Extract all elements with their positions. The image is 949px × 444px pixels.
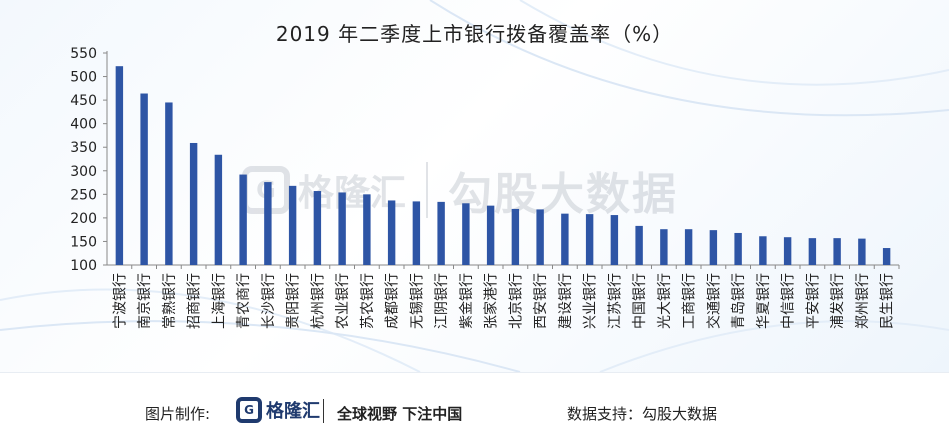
x-tick-label: 成都银行 [385,273,401,329]
x-tick-label: 中国银行 [632,273,648,329]
watermark: G 格隆汇 勾股大数据 [242,158,678,222]
bar [635,225,643,265]
x-tick-label: 常熟银行 [162,273,178,329]
x-tick-label: 长沙银行 [261,273,277,329]
footer-slogan: 全球视野 下注中国 [337,405,463,423]
bar [536,209,544,265]
bar [783,237,792,265]
x-tick-label: 苏农银行 [360,273,376,329]
x-tick-label: 贵阳银行 [286,273,302,329]
footer-source: 数据支持：勾股大数据 [567,405,718,423]
x-tick-label: 工商银行 [682,273,698,329]
bar [660,229,668,265]
bar-chart: 100 150 200 250 300 350 400 450 500 550 宁波银行 南京银行 常熟… [70,46,900,329]
chart-area: G 格隆汇 勾股大数据 2019 年二季度上市银行拨备覆盖率（%） 100 150… [0,0,949,372]
x-tick-label: 平安银行 [805,273,821,329]
x-tick-label: 西安银行 [533,273,549,329]
bar [387,200,396,265]
y-tick-label: 200 [70,211,97,227]
x-tick-label: 建设银行 [558,273,574,329]
bar [882,248,891,265]
bar [214,154,223,265]
bar [759,236,767,265]
bar [363,194,371,265]
x-tick-label: 紫金银行 [459,273,475,329]
x-tick-label: 宁波银行 [111,273,128,329]
x-tick-label: 兴业银行 [583,273,599,329]
bar [684,229,693,265]
footer-brand: 格隆汇 [266,401,320,422]
bar [115,66,124,266]
x-tick-label: 江阴银行 [434,273,450,329]
x-tick-label: 农业银行 [335,273,351,329]
bar [189,142,198,265]
bar [140,93,148,265]
footer-logo-icon: G [236,397,262,423]
background-decoration [0,0,949,372]
bar [833,238,841,265]
watermark-divider [426,162,429,218]
x-tick-label: 郑州银行 [855,273,871,329]
x-tick-label: 华夏银行 [756,273,772,329]
x-tick-label: 南京银行 [137,273,153,329]
bar [239,174,247,265]
footer-divider [323,399,324,423]
x-tick-label: 上海银行 [211,273,227,329]
bar [808,238,817,265]
footer: 图片制作: G 格隆汇 全球视野 下注中国 数据支持：勾股大数据 [0,372,949,444]
y-tick-label: 500 [70,70,97,86]
bar [437,201,445,265]
y-tick-label: 350 [70,140,97,156]
footer-logo: G 格隆汇 [236,397,320,423]
x-tick-label: 青农商行 [236,273,252,329]
y-tick-label: 250 [70,187,97,203]
chart-title: 2019 年二季度上市银行拨备覆盖率（%） [275,22,674,46]
bar [709,230,718,265]
bar [486,205,495,265]
x-tick-label: 民生银行 [880,273,896,329]
bar [165,102,173,265]
x-tick-label: 青岛银行 [731,273,747,329]
y-tick-label: 150 [70,234,97,250]
bar [561,213,569,265]
y-tick-label: 100 [70,258,97,274]
y-tick-label: 450 [70,93,97,109]
bar [313,191,322,265]
x-tick-label: 无锡银行 [409,273,425,329]
x-tick-label: 交通银行 [705,273,722,329]
bar [511,208,520,265]
bar [585,214,594,265]
x-tick-label: 张家港行 [483,273,500,329]
y-tick-label: 550 [70,46,97,62]
x-tick-label: 招商银行 [187,273,203,329]
x-tick-label: 江苏银行 [607,273,623,329]
y-tick-label: 300 [70,164,97,180]
watermark-text: 勾股大数据 [448,169,679,220]
bar [462,203,470,265]
bar [338,192,346,265]
x-tick-label: 浦发银行 [830,273,846,329]
bar [412,201,421,265]
bar [264,182,272,265]
bar [734,232,742,265]
x-tick-label: 光大银行 [657,273,673,329]
footer-made-label: 图片制作: [145,405,211,423]
x-tick-label: 杭州银行 [310,273,326,329]
bar [288,185,297,265]
bar [858,238,866,265]
x-tick-label: 北京银行 [508,273,524,329]
y-tick-label: 400 [70,117,97,133]
x-tick-label: 中信银行 [781,273,797,329]
bar [610,215,619,265]
